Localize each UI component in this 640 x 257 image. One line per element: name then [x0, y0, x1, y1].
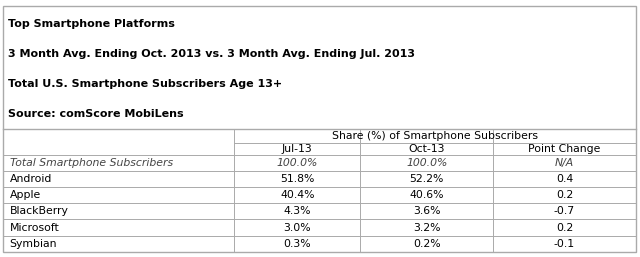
Text: -0.1: -0.1 — [554, 239, 575, 249]
Text: 0.4: 0.4 — [556, 174, 573, 184]
Text: 0.2%: 0.2% — [413, 239, 441, 249]
Text: Android: Android — [10, 174, 52, 184]
Text: Microsoft: Microsoft — [10, 223, 60, 233]
Text: Apple: Apple — [10, 190, 41, 200]
Text: Symbian: Symbian — [10, 239, 57, 249]
Text: 0.2: 0.2 — [556, 223, 573, 233]
Text: N/A: N/A — [555, 158, 574, 168]
Text: 40.4%: 40.4% — [280, 190, 314, 200]
Text: 100.0%: 100.0% — [276, 158, 318, 168]
Text: 3.2%: 3.2% — [413, 223, 440, 233]
Text: Point Change: Point Change — [528, 144, 600, 154]
Text: Share (%) of Smartphone Subscribers: Share (%) of Smartphone Subscribers — [332, 131, 538, 141]
Text: Total U.S. Smartphone Subscribers Age 13+: Total U.S. Smartphone Subscribers Age 13… — [8, 79, 282, 89]
Text: Top Smartphone Platforms: Top Smartphone Platforms — [8, 19, 175, 29]
Text: 100.0%: 100.0% — [406, 158, 447, 168]
Text: -0.7: -0.7 — [554, 206, 575, 216]
Text: 40.6%: 40.6% — [410, 190, 444, 200]
Text: BlackBerry: BlackBerry — [10, 206, 68, 216]
Text: 51.8%: 51.8% — [280, 174, 314, 184]
Text: 3.6%: 3.6% — [413, 206, 440, 216]
Text: 3.0%: 3.0% — [284, 223, 311, 233]
Text: Oct-13: Oct-13 — [408, 144, 445, 154]
Text: Source: comScore MobiLens: Source: comScore MobiLens — [8, 109, 184, 119]
Text: Total Smartphone Subscribers: Total Smartphone Subscribers — [10, 158, 173, 168]
Text: 4.3%: 4.3% — [284, 206, 311, 216]
Text: 52.2%: 52.2% — [410, 174, 444, 184]
Text: 3 Month Avg. Ending Oct. 2013 vs. 3 Month Avg. Ending Jul. 2013: 3 Month Avg. Ending Oct. 2013 vs. 3 Mont… — [8, 49, 415, 59]
Text: Jul-13: Jul-13 — [282, 144, 312, 154]
Text: 0.3%: 0.3% — [284, 239, 311, 249]
Text: 0.2: 0.2 — [556, 190, 573, 200]
